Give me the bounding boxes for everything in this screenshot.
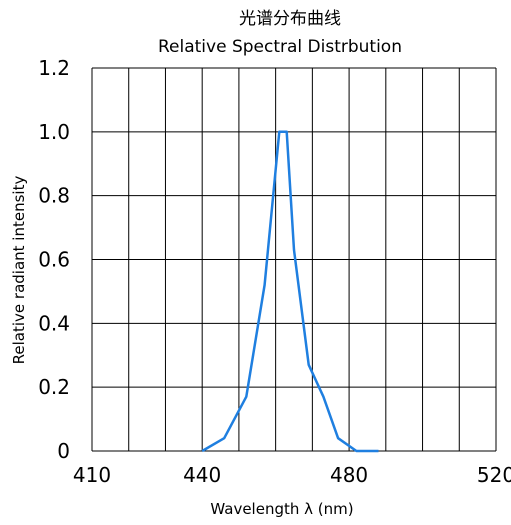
- y-tick-label: 0.2: [38, 375, 70, 399]
- y-axis-label: Relative radiant intensity: [10, 176, 28, 365]
- y-tick-label: 0.4: [38, 311, 70, 335]
- x-tick-label: 520: [477, 463, 511, 487]
- y-tick-label: 0.8: [38, 184, 70, 208]
- chart-title: 光谱分布曲线: [239, 9, 341, 29]
- spectral-curve: [201, 130, 379, 453]
- grid: [91, 67, 497, 452]
- y-tick-label: 0.6: [38, 248, 70, 272]
- y-tick-label: 0: [57, 439, 70, 463]
- y-tick-labels: 0 0.2 0.4 0.6 0.8 1.0 1.2: [38, 56, 70, 463]
- x-axis-label: Wavelength λ (nm): [210, 500, 353, 518]
- y-tick-label: 1.2: [38, 56, 70, 80]
- x-tick-labels: 410 440 480 520: [73, 463, 511, 487]
- chart-subtitle: Relative Spectral Distrbution: [158, 37, 402, 57]
- x-tick-label: 480: [330, 463, 368, 487]
- series-layer: [201, 130, 379, 453]
- y-tick-label: 1.0: [38, 120, 70, 144]
- x-tick-label: 440: [183, 463, 221, 487]
- x-tick-label: 410: [73, 463, 111, 487]
